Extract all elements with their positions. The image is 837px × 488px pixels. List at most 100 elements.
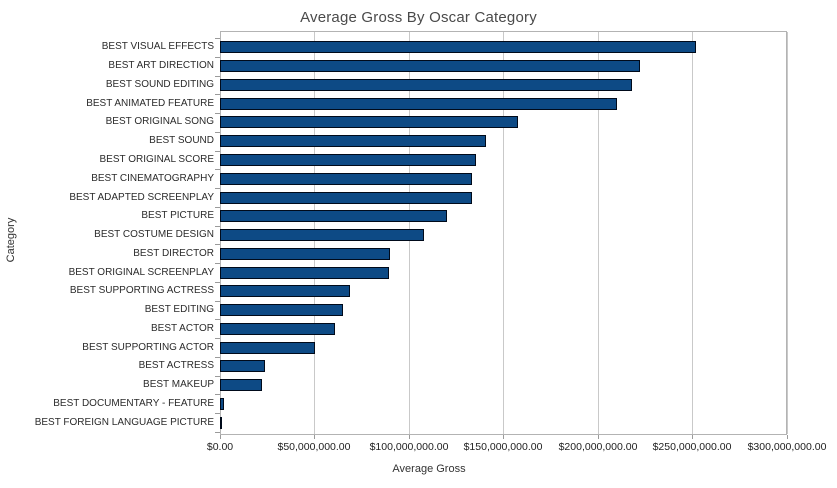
x-axis-tick xyxy=(409,435,410,439)
y-axis-tick xyxy=(215,376,220,377)
x-axis-tick xyxy=(692,435,693,439)
bar-row: BEST SOUND xyxy=(0,132,837,151)
category-label: BEST ACTRESS xyxy=(138,360,214,372)
bar xyxy=(220,360,266,373)
bar-row: BEST SUPPORTING ACTRESS xyxy=(0,282,837,301)
bar xyxy=(220,172,473,185)
y-axis-tick xyxy=(215,132,220,133)
x-axis-tick xyxy=(314,435,315,439)
bar xyxy=(220,135,487,148)
category-label: BEST ANIMATED FEATURE xyxy=(86,97,214,109)
bar-row: BEST EDITING xyxy=(0,301,837,320)
bar-row: BEST SOUND EDITING xyxy=(0,76,837,95)
x-tick-label: $50,000,000.00 xyxy=(277,441,351,453)
bar xyxy=(220,210,447,223)
x-tick-label: $150,000,000.00 xyxy=(463,441,543,453)
bar xyxy=(220,78,632,91)
category-label: BEST ORIGINAL SCREENPLAY xyxy=(68,266,214,278)
bar-row: BEST FOREIGN LANGUAGE PICTURE xyxy=(0,413,837,432)
x-axis-tick xyxy=(503,435,504,439)
y-axis-tick xyxy=(215,57,220,58)
bar xyxy=(220,397,225,410)
x-tick-label: $200,000,000.00 xyxy=(558,441,638,453)
category-label: BEST SUPPORTING ACTOR xyxy=(82,341,214,353)
category-label: BEST DIRECTOR xyxy=(133,247,214,259)
bar xyxy=(220,97,617,110)
bar xyxy=(220,304,343,317)
x-tick-label: $250,000,000.00 xyxy=(652,441,732,453)
bar-row: BEST ORIGINAL SCORE xyxy=(0,151,837,170)
y-axis-tick xyxy=(215,263,220,264)
bar-row: BEST ORIGINAL SCREENPLAY xyxy=(0,263,837,282)
gridline xyxy=(503,32,504,434)
bar-row: BEST MAKEUP xyxy=(0,376,837,395)
category-label: BEST SOUND xyxy=(149,135,214,147)
category-label: BEST ACTOR xyxy=(151,322,214,334)
bar xyxy=(220,60,641,73)
x-tick-label: $300,000,000.00 xyxy=(747,441,827,453)
bar-row: BEST COSTUME DESIGN xyxy=(0,226,837,245)
bar xyxy=(220,247,390,260)
y-axis-tick xyxy=(215,169,220,170)
bar-row: BEST DOCUMENTARY - FEATURE xyxy=(0,395,837,414)
y-axis-tick xyxy=(215,188,220,189)
y-axis-tick xyxy=(215,76,220,77)
bar xyxy=(220,191,473,204)
category-label: BEST DOCUMENTARY - FEATURE xyxy=(53,397,214,409)
bar-row: BEST ACTRESS xyxy=(0,357,837,376)
bar xyxy=(220,116,518,129)
x-axis-tick xyxy=(220,435,221,439)
bar-row: BEST ADAPTED SCREENPLAY xyxy=(0,188,837,207)
bar-row: BEST VISUAL EFFECTS xyxy=(0,38,837,57)
bar-row: BEST SUPPORTING ACTOR xyxy=(0,338,837,357)
bar-row: BEST DIRECTOR xyxy=(0,244,837,263)
bar-row: BEST ORIGINAL SONG xyxy=(0,113,837,132)
y-axis-tick xyxy=(215,226,220,227)
category-label: BEST VISUAL EFFECTS xyxy=(101,41,214,53)
y-axis-tick xyxy=(215,413,220,414)
gridline xyxy=(787,32,788,434)
x-tick-label: $0.00 xyxy=(206,441,234,453)
category-label: BEST SOUND EDITING xyxy=(105,78,214,90)
bar-row: BEST ART DIRECTION xyxy=(0,57,837,76)
y-axis-tick xyxy=(215,301,220,302)
bar xyxy=(220,229,424,242)
category-label: BEST ADAPTED SCREENPLAY xyxy=(69,191,214,203)
category-label: BEST SUPPORTING ACTRESS xyxy=(69,285,214,297)
bar xyxy=(220,153,476,166)
bar-row: BEST PICTURE xyxy=(0,207,837,226)
bar xyxy=(220,266,390,279)
bar xyxy=(220,285,351,298)
category-label: BEST ORIGINAL SONG xyxy=(105,116,214,128)
y-axis-tick xyxy=(215,319,220,320)
y-axis-tick xyxy=(215,357,220,358)
bar-row: BEST CINEMATOGRAPHY xyxy=(0,169,837,188)
y-axis-tick xyxy=(215,94,220,95)
category-label: BEST ORIGINAL SCORE xyxy=(99,153,214,165)
category-label: BEST EDITING xyxy=(144,304,214,316)
y-axis-tick xyxy=(215,113,220,114)
category-label: BEST CINEMATOGRAPHY xyxy=(91,172,214,184)
gridline xyxy=(692,32,693,434)
x-tick-label: $100,000,000.00 xyxy=(369,441,449,453)
bar-row: BEST ACTOR xyxy=(0,319,837,338)
bar xyxy=(220,379,262,392)
x-axis-tick xyxy=(598,435,599,439)
y-axis-tick xyxy=(215,38,220,39)
category-label: BEST ART DIRECTION xyxy=(108,60,214,72)
y-axis-tick xyxy=(215,394,220,395)
bar xyxy=(220,341,316,354)
category-label: BEST COSTUME DESIGN xyxy=(94,229,214,241)
y-axis-tick xyxy=(215,338,220,339)
bar-row: BEST ANIMATED FEATURE xyxy=(0,94,837,113)
bar-rows: BEST VISUAL EFFECTS BEST ART DIRECTION BES… xyxy=(0,38,837,432)
x-axis-tick xyxy=(787,435,788,439)
y-axis-tick xyxy=(215,151,220,152)
y-axis-tick xyxy=(215,282,220,283)
bar xyxy=(220,416,222,429)
gridline xyxy=(598,32,599,434)
y-axis-tick xyxy=(215,432,220,433)
y-axis-tick xyxy=(215,244,220,245)
chart-title: Average Gross By Oscar Category xyxy=(300,9,537,26)
y-axis-tick xyxy=(215,207,220,208)
